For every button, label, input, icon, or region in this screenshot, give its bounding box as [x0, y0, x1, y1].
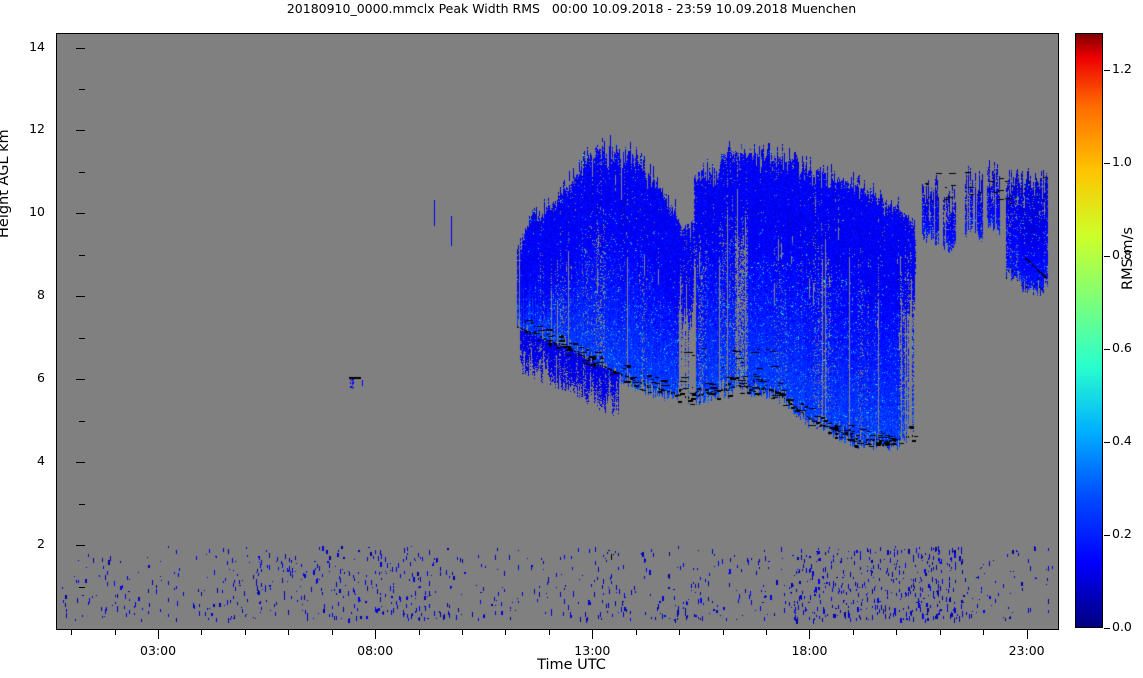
x-tick-minor	[114, 629, 116, 635]
y-tick-label: 14	[29, 38, 45, 54]
colorbar-tick-label: 0.2	[1112, 526, 1132, 542]
x-tick-major	[592, 629, 594, 639]
y-tick-label: 12	[29, 121, 45, 137]
colorbar	[1075, 33, 1103, 628]
y-tick-major	[76, 545, 85, 547]
x-tick-label: 03:00	[140, 643, 177, 658]
radar-heatmap-canvas	[57, 34, 1058, 629]
colorbar-tick	[1104, 349, 1110, 351]
colorbar-title: RMS m/s	[1120, 227, 1136, 290]
x-tick-label: 18:00	[791, 643, 828, 658]
y-tick-label: 2	[37, 536, 45, 552]
x-tick-minor	[418, 629, 420, 635]
x-tick-label: 13:00	[574, 643, 611, 658]
colorbar-tick	[1104, 442, 1110, 444]
colorbar-tick-label: 1.2	[1112, 61, 1132, 77]
y-tick-minor	[79, 254, 85, 256]
x-tick-major	[809, 629, 811, 639]
x-tick-minor	[766, 629, 768, 635]
plot-axes	[56, 33, 1059, 630]
y-tick-minor	[79, 586, 85, 588]
colorbar-tick-label: 0.0	[1112, 619, 1132, 634]
y-tick-minor	[79, 420, 85, 422]
y-tick-label: 10	[29, 204, 45, 220]
x-tick-minor	[71, 629, 73, 635]
y-tick-minor	[79, 503, 85, 505]
y-tick-major	[76, 47, 85, 49]
y-tick-major	[76, 462, 85, 464]
x-tick-minor	[201, 629, 203, 635]
y-tick-major	[76, 296, 85, 298]
y-tick-major	[76, 213, 85, 215]
y-tick-label: 8	[37, 287, 45, 303]
y-tick-minor	[79, 171, 85, 173]
colorbar-tick-label: 0.4	[1112, 433, 1132, 449]
x-tick-minor	[679, 629, 681, 635]
colorbar-tick-label: 0.6	[1112, 340, 1132, 356]
x-tick-label: 08:00	[357, 643, 394, 658]
x-tick-minor	[288, 629, 290, 635]
y-tick-major	[76, 130, 85, 132]
x-tick-minor	[896, 629, 898, 635]
x-tick-minor	[462, 629, 464, 635]
x-tick-minor	[548, 629, 550, 635]
colorbar-tick	[1104, 535, 1110, 537]
colorbar-tick	[1104, 256, 1110, 258]
y-tick-minor	[79, 337, 85, 339]
x-tick-minor	[244, 629, 246, 635]
y-tick-label: 6	[37, 370, 45, 386]
x-tick-minor	[331, 629, 333, 635]
colorbar-tick-label: 0.8	[1112, 247, 1132, 263]
heatmap-area	[57, 34, 1058, 629]
page-title: 20180910_0000.mmclx Peak Width RMS 00:00…	[286, 1, 857, 16]
x-tick-major	[158, 629, 160, 639]
x-tick-label: 23:00	[1008, 643, 1045, 658]
colorbar-tick	[1104, 628, 1110, 629]
x-tick-minor	[635, 629, 637, 635]
colorbar-tick	[1104, 163, 1110, 165]
y-tick-label: 4	[37, 453, 45, 469]
x-tick-major	[375, 629, 377, 639]
y-tick-major	[76, 379, 85, 381]
x-tick-major	[1026, 629, 1028, 639]
y-tick-minor	[79, 88, 85, 90]
x-tick-minor	[939, 629, 941, 635]
x-axis-title: Time UTC	[537, 657, 606, 673]
x-tick-minor	[505, 629, 507, 635]
x-tick-minor	[852, 629, 854, 635]
colorbar-tick-label: 1.0	[1112, 154, 1132, 170]
colorbar-tick	[1104, 70, 1110, 72]
x-tick-minor	[722, 629, 724, 635]
x-tick-minor	[983, 629, 985, 635]
